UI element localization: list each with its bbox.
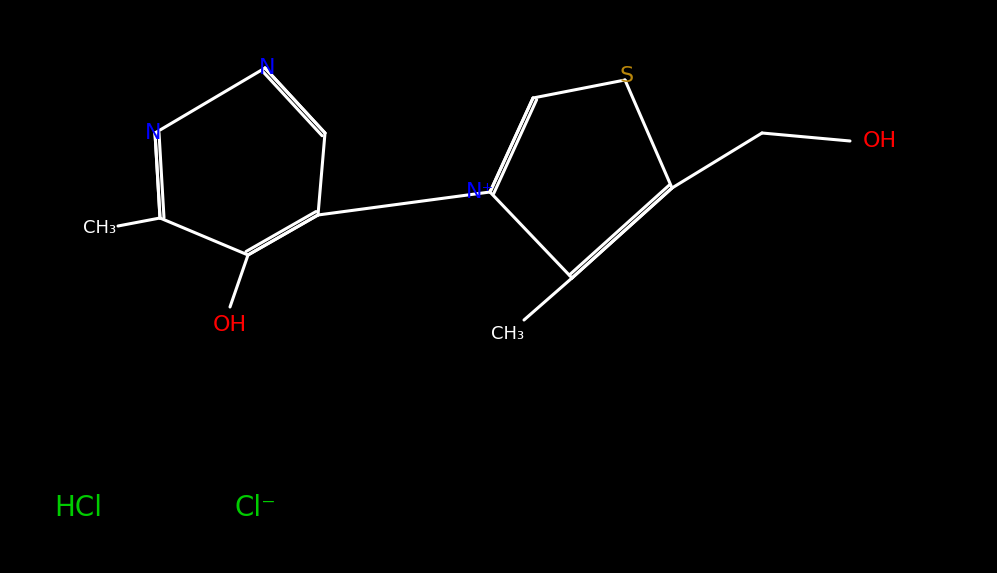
Text: Cl⁻: Cl⁻	[234, 494, 276, 522]
Text: CH₃: CH₃	[84, 219, 117, 237]
Text: N: N	[145, 123, 162, 143]
Text: S: S	[620, 66, 634, 86]
Text: HCl: HCl	[54, 494, 102, 522]
Text: CH₃: CH₃	[492, 325, 524, 343]
Text: OH: OH	[213, 315, 247, 335]
Text: OH: OH	[863, 131, 897, 151]
Text: N⁺: N⁺	[466, 182, 495, 202]
Text: N: N	[259, 58, 275, 78]
